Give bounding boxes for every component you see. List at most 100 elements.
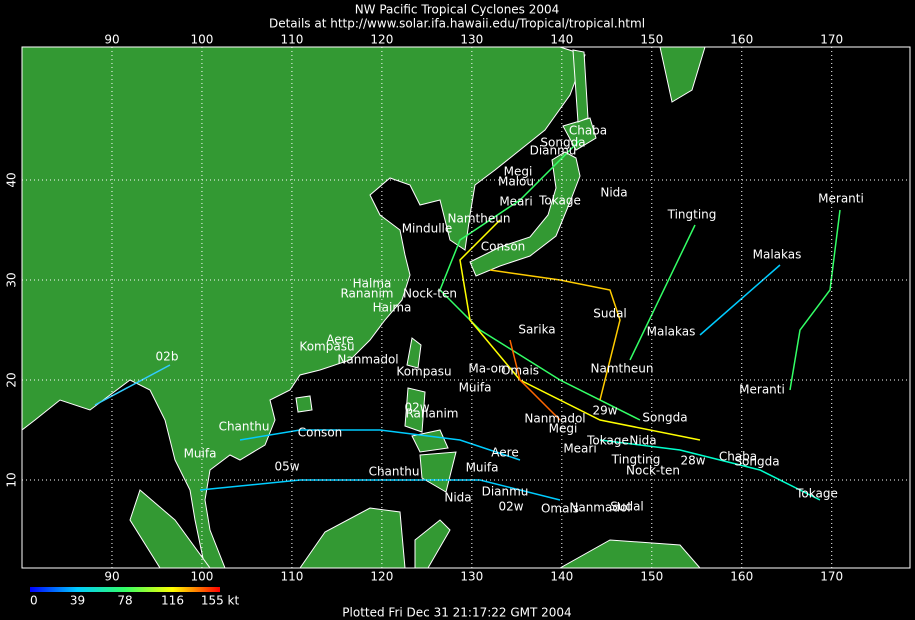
storm-label: Megi [504,165,533,179]
storm-label: Dianmu [482,485,529,499]
storm-label: Rananim [340,287,393,301]
storm-label: Muifa [184,447,217,461]
storm-label: Nida [444,491,471,505]
storm-label: Tokage [538,194,581,208]
track [489,269,621,401]
storm-label: Omais [501,364,539,378]
new-guinea [558,539,701,568]
axes: 90 90 100 100 110 110 120 120 130 130 140 140 150 150… [5,33,910,584]
storm-label: Namtheun [591,362,654,376]
storm-label: Chaba [569,124,607,138]
storm-label: Sudal [593,307,627,321]
storm-label: Nock-ten [403,287,457,301]
storm-label: Aere [326,333,353,347]
lon-tick-label: 160 [730,570,753,584]
storm-label: Meari [563,442,596,456]
storm-label: Conson [481,240,526,254]
storm-label: Malou [498,175,534,189]
track [509,339,561,421]
track [789,209,841,391]
storm-label: Meranti [739,383,785,397]
storm-label: Megi [549,422,578,436]
storm-label: Haima [373,301,412,315]
lon-tick-label: 100 [190,570,213,584]
lon-tick-label: 120 [370,33,393,47]
title: NW Pacific Tropical Cyclones 2004 [355,3,560,17]
lon-tick-label: 170 [820,33,843,47]
storm-label: Meari [499,195,532,209]
lon-tick-label: 170 [820,570,843,584]
colorbar-label: 0 [30,594,38,608]
lon-tick-label: 130 [460,570,483,584]
track [599,439,821,501]
track [439,139,641,421]
storm-label: Chaba [719,450,757,464]
basemap [22,47,841,568]
lon-tick-label: 150 [640,33,663,47]
storm-label: Nanmadol [524,412,585,426]
taiwan [406,337,422,369]
storm-label: Tokage [586,434,629,448]
storm-label: Nanmadol [337,353,398,367]
colorbar-label: 116 [161,594,184,608]
storm-label: Muifa [459,381,492,395]
lat-tick-label: 30 [5,272,19,287]
storm-label: Tingting [667,208,717,222]
footer: Plotted Fri Dec 31 21:17:22 GMT 2004 [342,606,571,620]
storm-label: Namtheun [448,212,511,226]
storm-label: Aere [491,446,518,460]
storm-label: Ma-on [468,362,505,376]
storm-label: 02w [498,500,523,514]
storm-label: 02b [156,350,179,364]
track [94,364,171,406]
lon-tick-label: 160 [730,33,753,47]
track [459,219,701,441]
lat-tick-label: 40 [5,172,19,187]
japan [469,151,581,277]
colorbar-label: 155 kt [201,594,240,608]
lon-tick-label: 100 [190,33,213,47]
storm-label: Malakas [753,248,802,262]
storm-label: Tokage [795,487,838,501]
lon-tick-label: 140 [550,570,573,584]
storm-label: Conson [298,426,343,440]
colorbar-label: 78 [117,594,132,608]
lon-tick-label: 110 [280,33,303,47]
storm-label: Malakas [647,325,696,339]
storm-label: Nida [600,186,627,200]
storm-label: Mindulle [402,222,453,236]
lon-tick-label: 150 [640,570,663,584]
storm-label: Songda [642,411,687,425]
storm-label: Songda [734,455,779,469]
storm-label: Kompasu [396,365,451,379]
hainan [295,395,313,413]
lon-tick-label: 110 [280,570,303,584]
storm-label: Sudal [610,500,644,514]
storm-label: Chanthu [219,420,270,434]
map-frame [21,46,911,569]
colorbar-label: 39 [70,594,85,608]
storm-label: 29w [592,404,617,418]
storm-label: Songda [540,136,585,150]
storm-label: Omais [541,502,579,516]
lat-tick-label: 10 [5,472,19,487]
track [699,264,781,336]
storm-label: Nanmadol [569,501,630,515]
storm-label: 02w [404,401,429,415]
storm-label: Tingting [611,453,661,467]
visayas [411,429,449,453]
storm-label: 28w [680,454,705,468]
luzon [404,387,426,433]
storm-label: Muifa [466,461,499,475]
storm-label: Rananim [405,407,458,421]
storm-label: Nida [629,434,656,448]
storm-label: Nock-ten [626,464,680,478]
borneo [299,507,406,568]
storm-label: Meranti [818,192,864,206]
lon-tick-label: 130 [460,33,483,47]
sulawesi [414,519,451,568]
track [629,224,696,361]
